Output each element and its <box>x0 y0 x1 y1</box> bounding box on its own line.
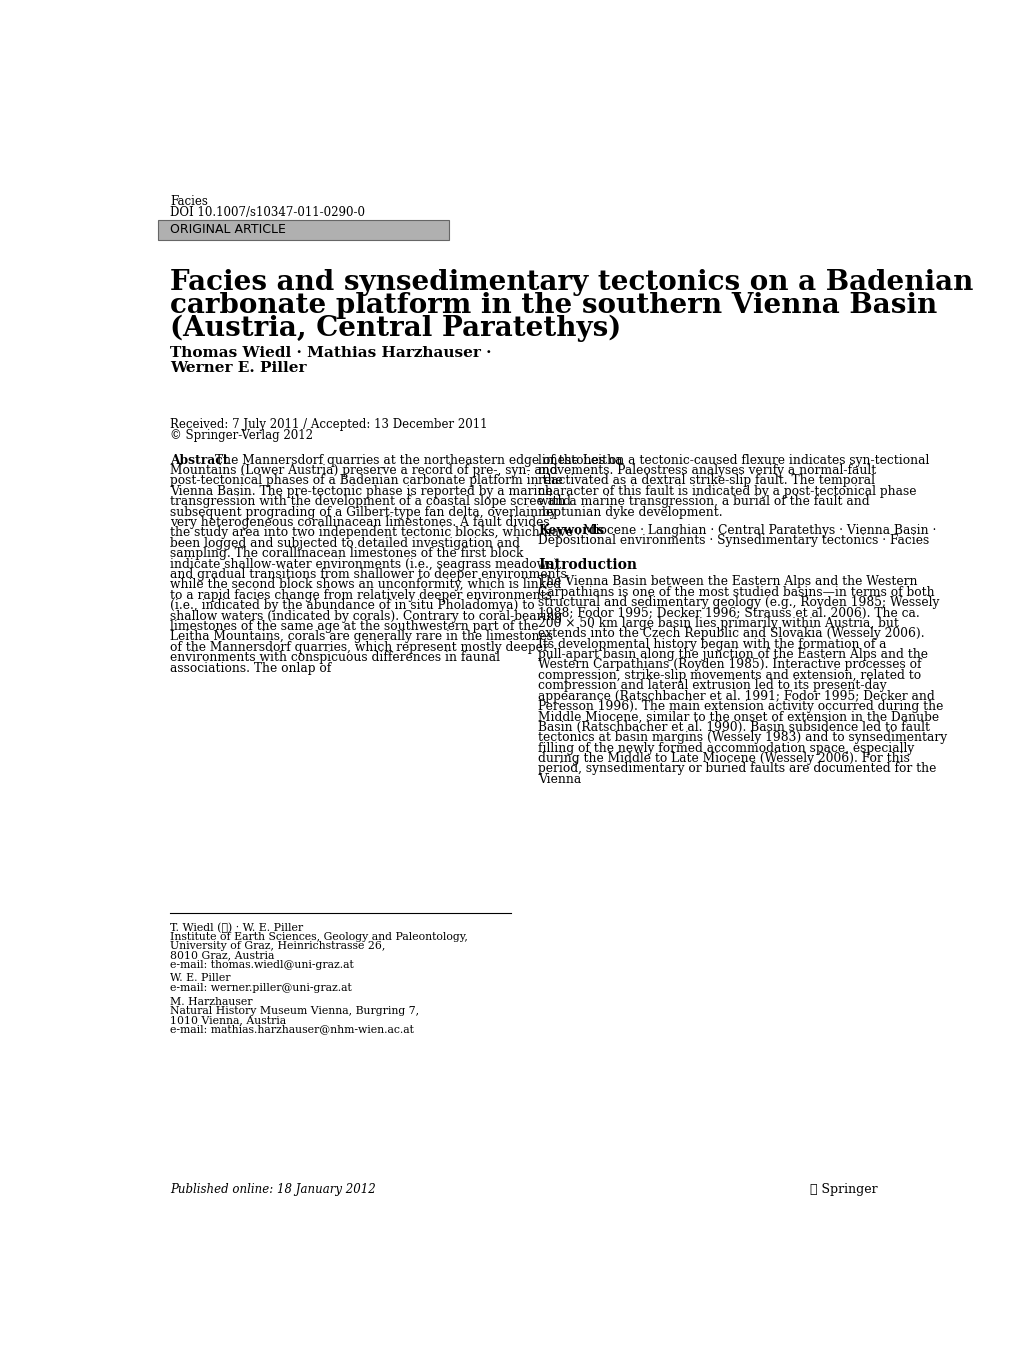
Text: Miocene · Langhian · Central Paratethys · Vienna Basin ·: Miocene · Langhian · Central Paratethys … <box>583 524 935 537</box>
Text: 1988; Fodor 1995; Decker 1996; Strauss et al. 2006). The ca.: 1988; Fodor 1995; Decker 1996; Strauss e… <box>538 607 919 619</box>
Text: 1010 Vienna, Austria: 1010 Vienna, Austria <box>170 1015 286 1024</box>
Text: associations. The onlap of: associations. The onlap of <box>170 661 331 675</box>
Text: post-tectonical phases of a Badenian carbonate platform in the: post-tectonical phases of a Badenian car… <box>170 474 562 488</box>
Text: Facies: Facies <box>170 195 208 207</box>
Text: period, synsedimentary or buried faults are documented for the: period, synsedimentary or buried faults … <box>538 763 935 775</box>
Text: Vienna: Vienna <box>538 772 581 786</box>
Text: Published online: 18 January 2012: Published online: 18 January 2012 <box>170 1183 376 1196</box>
Text: e-mail: thomas.wiedl@uni-graz.at: e-mail: thomas.wiedl@uni-graz.at <box>170 959 354 970</box>
Text: (i.e., indicated by the abundance of in situ Pholadomya) to: (i.e., indicated by the abundance of in … <box>170 599 534 612</box>
Text: Werner E. Piller: Werner E. Piller <box>170 362 307 375</box>
Text: 8010 Graz, Austria: 8010 Graz, Austria <box>170 950 274 961</box>
Text: 200 × 50 km large basin lies primarily within Austria, but: 200 × 50 km large basin lies primarily w… <box>538 617 898 630</box>
Text: compression and lateral extrusion led to its present-day: compression and lateral extrusion led to… <box>538 679 886 692</box>
Text: structural and sedimentary geology (e.g., Royden 1985; Wessely: structural and sedimentary geology (e.g.… <box>538 596 938 610</box>
Text: tectonics at basin margins (Wessely 1983) and to synsedimentary: tectonics at basin margins (Wessely 1983… <box>538 732 947 744</box>
Text: Mountains (Lower Austria) preserve a record of pre-, syn- and: Mountains (Lower Austria) preserve a rec… <box>170 463 557 477</box>
Text: Ⓢ Springer: Ⓢ Springer <box>809 1183 876 1196</box>
Text: Peresson 1996). The main extension activity occurred during the: Peresson 1996). The main extension activ… <box>538 701 943 713</box>
Text: Its developmental history began with the formation of a: Its developmental history began with the… <box>538 638 886 650</box>
Text: during the Middle to Late Miocene (Wessely 2006). For this: during the Middle to Late Miocene (Wesse… <box>538 752 909 766</box>
Text: University of Graz, Heinrichstrasse 26,: University of Graz, Heinrichstrasse 26, <box>170 942 385 951</box>
Text: The Vienna Basin between the Eastern Alps and the Western: The Vienna Basin between the Eastern Alp… <box>538 576 917 588</box>
Text: environments with conspicuous differences in faunal: environments with conspicuous difference… <box>170 652 499 664</box>
Text: neptunian dyke development.: neptunian dyke development. <box>538 505 722 519</box>
Text: reactivated as a dextral strike-slip fault. The temporal: reactivated as a dextral strike-slip fau… <box>538 474 874 488</box>
Text: shallow waters (indicated by corals). Contrary to coral-bearing: shallow waters (indicated by corals). Co… <box>170 610 561 622</box>
Text: sampling. The corallinacean limestones of the first block: sampling. The corallinacean limestones o… <box>170 547 523 560</box>
Text: Basin (Ratschbacher et al. 1990). Basin subsidence led to fault: Basin (Ratschbacher et al. 1990). Basin … <box>538 721 929 734</box>
Text: © Springer-Verlag 2012: © Springer-Verlag 2012 <box>170 430 313 442</box>
Text: Middle Miocene, similar to the onset of extension in the Danube: Middle Miocene, similar to the onset of … <box>538 710 938 724</box>
Text: pull-apart basin along the junction of the Eastern Alps and the: pull-apart basin along the junction of t… <box>538 648 927 661</box>
Text: T. Wiedl (✉) · W. E. Piller: T. Wiedl (✉) · W. E. Piller <box>170 923 303 934</box>
Text: carbonate platform in the southern Vienna Basin: carbonate platform in the southern Vienn… <box>170 291 936 318</box>
Text: the study area into two independent tectonic blocks, which have: the study area into two independent tect… <box>170 527 573 539</box>
Text: Institute of Earth Sciences, Geology and Paleontology,: Institute of Earth Sciences, Geology and… <box>170 932 468 942</box>
Text: Keywords: Keywords <box>538 524 604 537</box>
Text: limestones of the same age at the southwestern part of the: limestones of the same age at the southw… <box>170 621 538 633</box>
Text: compression, strike-slip movements and extension, related to: compression, strike-slip movements and e… <box>538 669 920 682</box>
Text: Received: 7 July 2011 / Accepted: 13 December 2011: Received: 7 July 2011 / Accepted: 13 Dec… <box>170 419 487 431</box>
Text: e-mail: werner.piller@uni-graz.at: e-mail: werner.piller@uni-graz.at <box>170 982 352 993</box>
Text: ORIGINAL ARTICLE: ORIGINAL ARTICLE <box>170 224 285 236</box>
Text: very heterogeneous corallinacean limestones. A fault divides: very heterogeneous corallinacean limesto… <box>170 516 549 528</box>
Text: Facies and synsedimentary tectonics on a Badenian: Facies and synsedimentary tectonics on a… <box>170 268 972 295</box>
Text: W. E. Piller: W. E. Piller <box>170 973 230 984</box>
Text: (Austria, Central Paratethys): (Austria, Central Paratethys) <box>170 316 621 343</box>
Text: Vienna Basin. The pre-tectonic phase is reported by a marine: Vienna Basin. The pre-tectonic phase is … <box>170 485 552 497</box>
Text: Thomas Wiedl · Mathias Harzhauser ·: Thomas Wiedl · Mathias Harzhauser · <box>170 346 491 360</box>
Text: M. Harzhauser: M. Harzhauser <box>170 996 253 1007</box>
Text: transgression with the development of a coastal slope scree and: transgression with the development of a … <box>170 495 571 508</box>
Text: appearance (Ratschbacher et al. 1991; Fodor 1995; Decker and: appearance (Ratschbacher et al. 1991; Fo… <box>538 690 934 703</box>
Text: been logged and subjected to detailed investigation and: been logged and subjected to detailed in… <box>170 537 520 550</box>
Text: to a rapid facies change from relatively deeper environments: to a rapid facies change from relatively… <box>170 589 551 602</box>
Text: Western Carpathians (Royden 1985). Interactive processes of: Western Carpathians (Royden 1985). Inter… <box>538 659 921 672</box>
Text: Depositional environments · Synsedimentary tectonics · Facies: Depositional environments · Synsedimenta… <box>538 534 928 547</box>
Text: DOI 10.1007/s10347-011-0290-0: DOI 10.1007/s10347-011-0290-0 <box>170 206 365 218</box>
Text: e-mail: mathias.harzhauser@nhm-wien.ac.at: e-mail: mathias.harzhauser@nhm-wien.ac.a… <box>170 1024 414 1034</box>
Text: of the Mannersdorf quarries, which represent mostly deeper: of the Mannersdorf quarries, which repre… <box>170 641 548 653</box>
Text: extends into the Czech Republic and Slovakia (Wessely 2006).: extends into the Czech Republic and Slov… <box>538 627 924 641</box>
Text: while the second block shows an unconformity, which is linked: while the second block shows an unconfor… <box>170 579 560 591</box>
Text: subsequent prograding of a Gilbert-type fan delta, overlain by: subsequent prograding of a Gilbert-type … <box>170 505 556 519</box>
Text: Natural History Museum Vienna, Burgring 7,: Natural History Museum Vienna, Burgring … <box>170 1005 419 1016</box>
Text: indicate shallow-water environments (i.e., seagrass meadows): indicate shallow-water environments (i.e… <box>170 558 557 570</box>
Text: limestones on a tectonic-caused flexure indicates syn-tectional: limestones on a tectonic-caused flexure … <box>538 454 928 466</box>
Text: with a marine transgression, a burial of the fault and: with a marine transgression, a burial of… <box>538 495 869 508</box>
Bar <box>158 220 448 240</box>
Text: filling of the newly formed accommodation space, especially: filling of the newly formed accommodatio… <box>538 741 914 755</box>
Text: character of this fault is indicated by a post-tectonical phase: character of this fault is indicated by … <box>538 485 916 497</box>
Text: Leitha Mountains, corals are generally rare in the limestones: Leitha Mountains, corals are generally r… <box>170 630 552 644</box>
Text: Introduction: Introduction <box>538 558 637 572</box>
Text: Carpathians is one of the most studied basins—in terms of both: Carpathians is one of the most studied b… <box>538 585 934 599</box>
Text: and gradual transitions from shallower to deeper environments,: and gradual transitions from shallower t… <box>170 568 571 581</box>
Text: The Mannersdorf quarries at the northeastern edge of the Leitha: The Mannersdorf quarries at the northeas… <box>215 454 622 466</box>
Text: Abstract: Abstract <box>170 454 228 466</box>
Text: movements. Paleostress analyses verify a normal-fault: movements. Paleostress analyses verify a… <box>538 463 875 477</box>
